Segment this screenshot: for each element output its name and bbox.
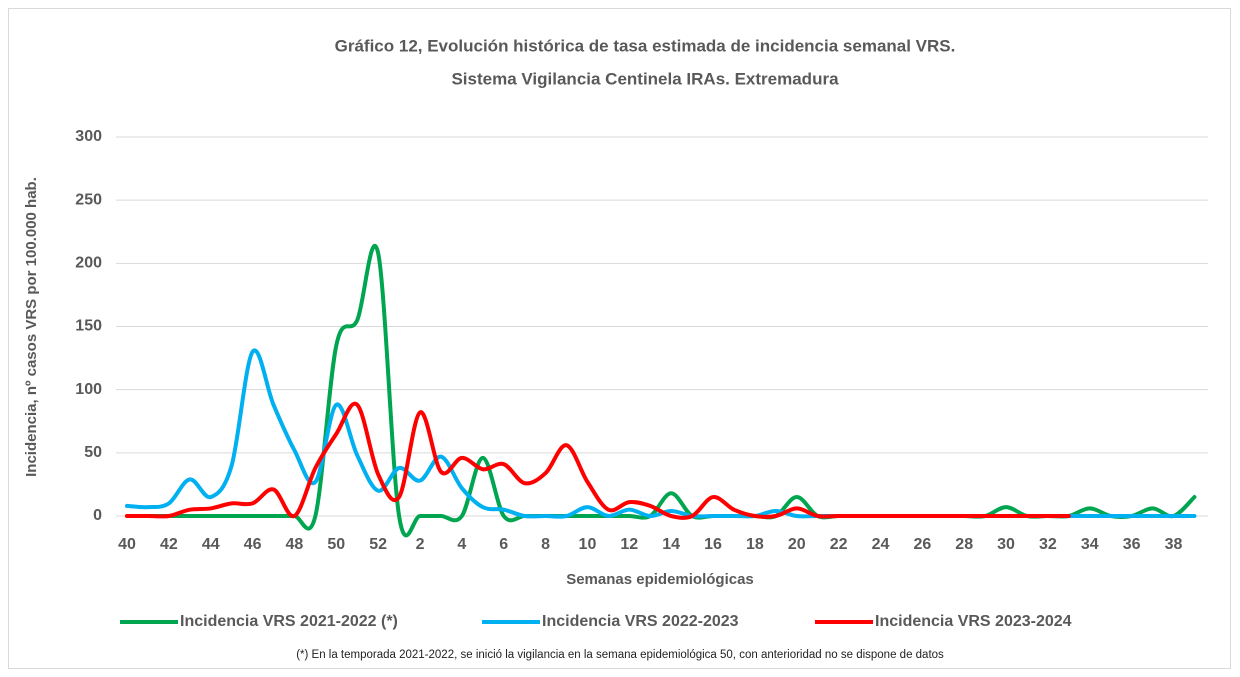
x-tick-label: 38 [1165, 536, 1183, 553]
x-tick-label: 24 [872, 536, 890, 553]
series-line [125, 401, 1071, 520]
y-tick-label: 50 [84, 444, 102, 461]
x-tick-label: 50 [327, 536, 345, 553]
legend-label: Incidencia VRS 2023-2024 [875, 613, 1072, 630]
x-tick-label: 12 [620, 536, 638, 553]
y-tick-label: 300 [75, 128, 102, 145]
x-tick-label: 36 [1123, 536, 1141, 553]
y-tick-label: 150 [75, 318, 102, 335]
x-tick-label: 32 [1039, 536, 1057, 553]
x-tick-label: 52 [369, 536, 387, 553]
footnote: (*) En la temporada 2021-2022, se inició… [296, 649, 944, 661]
x-tick-label: 28 [955, 536, 973, 553]
chart-title: Sistema Vigilancia Centinela IRAs. Extre… [451, 69, 839, 88]
y-tick-label: 0 [93, 507, 102, 524]
x-tick-label: 34 [1081, 536, 1099, 553]
x-tick-label: 48 [286, 536, 304, 553]
legend-label: Incidencia VRS 2022-2023 [542, 613, 739, 630]
x-tick-label: 30 [997, 536, 1015, 553]
x-tick-label: 26 [913, 536, 931, 553]
y-tick-label: 200 [75, 255, 102, 272]
x-tick-label: 2 [416, 536, 425, 553]
x-tick-label: 40 [118, 536, 136, 553]
x-tick-label: 8 [541, 536, 550, 553]
x-axis-label: Semanas epidemiológicas [566, 571, 754, 588]
x-tick-label: 6 [499, 536, 508, 553]
legend-label: Incidencia VRS 2021-2022 (*) [180, 613, 398, 630]
x-tick-label: 16 [704, 536, 722, 553]
chart-title: Gráfico 12, Evolución histórica de tasa … [335, 36, 956, 55]
x-tick-label: 4 [457, 536, 466, 553]
chart-border [8, 8, 1231, 669]
y-axis-label: Incidencia, nº casos VRS por 100.000 hab… [23, 177, 40, 477]
x-tick-label: 42 [160, 536, 178, 553]
x-tick-label: 18 [746, 536, 764, 553]
y-tick-label: 100 [75, 381, 102, 398]
series-line [125, 243, 1197, 538]
y-tick-label: 250 [75, 191, 102, 208]
x-tick-label: 14 [662, 536, 680, 553]
x-tick-label: 22 [830, 536, 848, 553]
x-tick-label: 20 [788, 536, 806, 553]
x-tick-label: 46 [244, 536, 262, 553]
x-tick-label: 44 [202, 536, 220, 553]
x-tick-label: 10 [579, 536, 597, 553]
